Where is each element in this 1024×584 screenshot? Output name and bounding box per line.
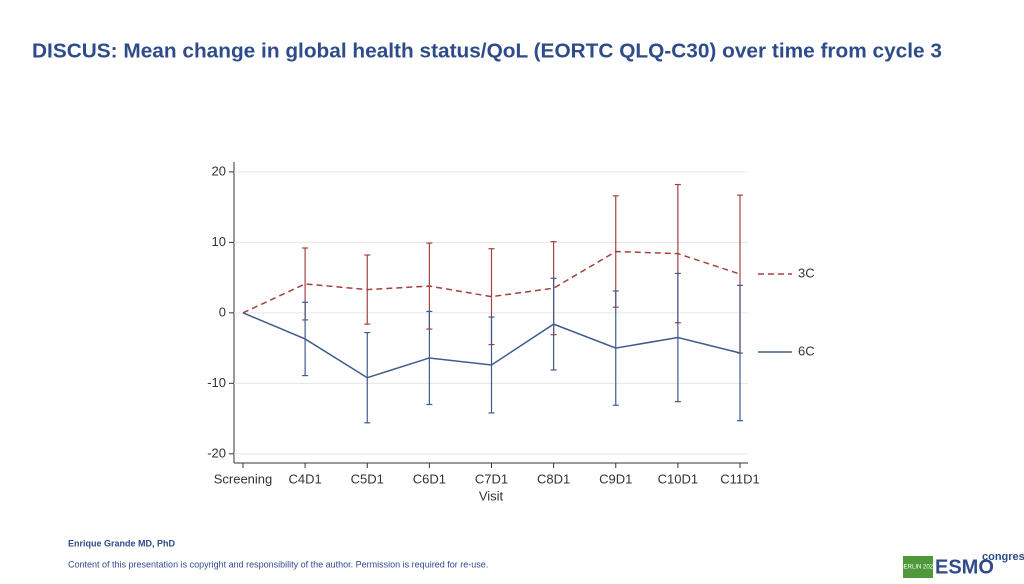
y-tick-label: 0 xyxy=(219,304,226,319)
series-line xyxy=(242,312,741,379)
x-tick-label: C9D1 xyxy=(599,471,632,486)
logo-name: ESMO xyxy=(935,556,994,578)
series-line xyxy=(242,250,741,314)
legend-label: 3C xyxy=(798,265,815,280)
y-tick-label: -10 xyxy=(207,375,226,390)
x-tick-label: Screening xyxy=(214,471,273,486)
y-tick-label: 10 xyxy=(212,234,226,249)
x-tick-label: C6D1 xyxy=(413,471,446,486)
logo-city: BERLIN 2025 xyxy=(900,565,937,571)
x-axis-label: Visit xyxy=(479,488,504,503)
x-tick-label: C8D1 xyxy=(537,471,570,486)
y-tick-label: 20 xyxy=(212,163,226,178)
logo-word: congress xyxy=(982,551,1024,563)
y-tick-label: -20 xyxy=(207,445,226,460)
x-tick-label: C7D1 xyxy=(475,471,508,486)
author: Enrique Grande MD, PhD xyxy=(68,538,176,548)
x-tick-label: C5D1 xyxy=(351,471,384,486)
x-tick-label: C4D1 xyxy=(289,471,322,486)
x-tick-label: C10D1 xyxy=(658,471,698,486)
x-tick-label: C11D1 xyxy=(720,471,760,486)
logo-badge xyxy=(903,556,933,578)
legend-label: 6C xyxy=(798,343,815,358)
disclaimer: Content of this presentation is copyrigh… xyxy=(68,559,488,569)
slide-title: DISCUS: Mean change in global health sta… xyxy=(32,40,942,62)
